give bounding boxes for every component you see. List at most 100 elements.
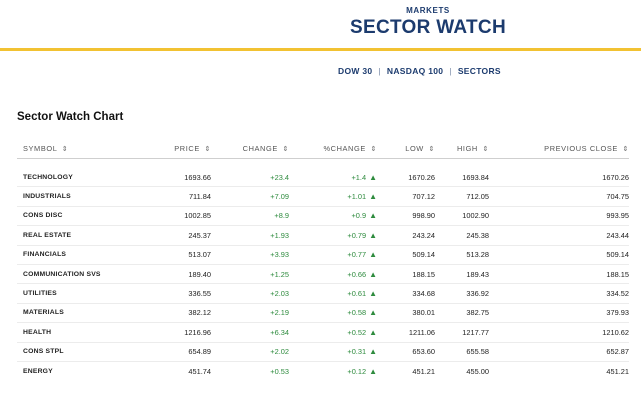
cell-low: 380.01 bbox=[377, 303, 435, 324]
cell-pct-change: +0.52 ▲ bbox=[289, 322, 377, 343]
cell-price: 451.74 bbox=[188, 366, 211, 376]
nav-link-nasdaq100[interactable]: NASDAQ 100 bbox=[386, 66, 444, 76]
cell-symbol[interactable]: CONS DISC bbox=[17, 206, 157, 227]
sort-icon: ⇕ bbox=[282, 145, 289, 153]
cell-high: 1002.90 bbox=[435, 206, 489, 227]
cell-change: +23.4 bbox=[211, 168, 289, 188]
cell-change: +1.25 bbox=[211, 264, 289, 285]
up-arrow-icon: ▲ bbox=[369, 327, 377, 337]
cell-pct-change: +0.66 ▲ bbox=[289, 264, 377, 285]
cell-symbol[interactable]: TECHNOLOGY bbox=[17, 168, 157, 188]
cell-pct-change: +0.12 ▲ bbox=[289, 361, 377, 380]
nav-link-sectors[interactable]: SECTORS bbox=[457, 66, 501, 76]
pct-change-value: +0.79 bbox=[347, 230, 367, 240]
cell-high: 189.43 bbox=[435, 264, 489, 285]
cell-symbol[interactable]: UTILITIES bbox=[17, 283, 157, 304]
cell-low: 188.15 bbox=[377, 264, 435, 285]
table-body: TECHNOLOGY 1693.66 +23.4 +1.4 ▲ 1670.26 1693.8… bbox=[17, 168, 629, 380]
pct-change-value: +0.31 bbox=[347, 347, 367, 357]
pct-change-value: +0.66 bbox=[347, 269, 367, 279]
cell-previous-close: 188.15 bbox=[489, 264, 629, 285]
cell-pct-change: +0.79 ▲ bbox=[289, 225, 377, 246]
cell-symbol[interactable]: REAL ESTATE bbox=[17, 225, 157, 246]
header-spacer bbox=[17, 159, 629, 169]
cell-price: 1216.96 bbox=[157, 322, 211, 343]
pct-change-value: +1.01 bbox=[347, 192, 367, 202]
cell-pct-change: +1.01 ▲ bbox=[289, 186, 377, 207]
column-header-high[interactable]: HIGH ⇕ bbox=[435, 138, 489, 159]
cell-price: 513.07 bbox=[157, 245, 211, 265]
cell-low: 707.12 bbox=[377, 186, 435, 207]
cell-symbol[interactable]: HEALTH bbox=[17, 322, 157, 343]
cell-previous-close: 1670.26 bbox=[489, 168, 629, 188]
nav-separator: | bbox=[449, 66, 452, 76]
header-kicker: MARKETS bbox=[406, 6, 450, 15]
cell-previous-close: 652.87 bbox=[489, 342, 629, 362]
cell-change: +7.09 bbox=[211, 186, 289, 207]
cell-symbol[interactable]: INDUSTRIALS bbox=[17, 186, 157, 207]
cell-high: 1217.77 bbox=[435, 322, 489, 343]
column-header-price[interactable]: PRICE ⇕ bbox=[157, 138, 211, 159]
table-row[interactable]: CONS DISC 1002.85 +8.9 +0.9 ▲ 998.90 1002.90 99… bbox=[17, 206, 629, 227]
nav-separator: | bbox=[378, 66, 381, 76]
cell-price: 189.40 bbox=[157, 264, 211, 285]
cell-high: 382.75 bbox=[435, 303, 489, 324]
table-row[interactable]: TECHNOLOGY 1693.66 +23.4 +1.4 ▲ 1670.26 1693.8… bbox=[17, 168, 629, 188]
table-row[interactable]: UTILITIES 336.55 +2.03 +0.61 ▲ 334.68 336.92 33… bbox=[17, 283, 629, 304]
cell-high: 1693.84 bbox=[435, 168, 489, 188]
cell-symbol[interactable]: COMMUNICATION SVS bbox=[17, 264, 157, 285]
cell-previous-close: 1210.62 bbox=[489, 322, 629, 343]
cell-price: 654.89 bbox=[157, 342, 211, 362]
pct-change-value: +0.61 bbox=[347, 289, 367, 299]
nav-link-dow30[interactable]: DOW 30 bbox=[338, 66, 373, 76]
table-row[interactable]: INDUSTRIALS 711.84 +7.09 +1.01 ▲ 707.12 712.05… bbox=[17, 186, 629, 207]
cell-high: 245.38 bbox=[435, 225, 489, 246]
cell-high: 455.00 bbox=[466, 366, 489, 376]
table-header-row: SYMBOL ⇕ PRICE ⇕ CHANGE ⇕ %CHANGE ⇕ LOW … bbox=[17, 138, 629, 159]
pct-change-value: +0.9 bbox=[351, 211, 367, 221]
cell-previous-close: 334.52 bbox=[489, 283, 629, 304]
cell-change: +3.93 bbox=[211, 245, 289, 265]
pct-change-value: +0.52 bbox=[347, 327, 367, 337]
cell-high: 336.92 bbox=[435, 283, 489, 304]
sort-icon: ⇕ bbox=[482, 145, 489, 153]
pct-change-value: +0.77 bbox=[347, 250, 367, 260]
table-row[interactable]: REAL ESTATE 245.37 +1.93 +0.79 ▲ 243.24 245.38… bbox=[17, 225, 629, 246]
table-row[interactable]: COMMUNICATION SVS 189.40 +1.25 +0.66 ▲ 188.15… bbox=[17, 264, 629, 285]
cell-price: 1693.66 bbox=[157, 168, 211, 188]
table-row[interactable]: ENERGY 451.74 +0.53 +0.12 ▲ 451.21 455.00 451.2… bbox=[17, 361, 629, 380]
pct-change-value: +1.4 bbox=[351, 172, 367, 182]
cell-previous-close: 379.93 bbox=[489, 303, 629, 324]
cell-change: +2.02 bbox=[211, 342, 289, 362]
cell-symbol[interactable]: FINANCIALS bbox=[17, 245, 157, 265]
cell-price: 382.12 bbox=[157, 303, 211, 324]
cell-symbol[interactable]: ENERGY bbox=[23, 367, 53, 375]
cell-previous-close: 243.44 bbox=[489, 225, 629, 246]
cell-low: 509.14 bbox=[377, 245, 435, 265]
column-header-previous-close[interactable]: PREVIOUS CLOSE ⇕ bbox=[489, 138, 629, 159]
column-header-symbol[interactable]: SYMBOL ⇕ bbox=[17, 138, 157, 159]
cell-previous-close: 993.95 bbox=[489, 206, 629, 227]
column-header-low[interactable]: LOW ⇕ bbox=[377, 138, 435, 159]
up-arrow-icon: ▲ bbox=[369, 230, 377, 240]
cell-price: 336.55 bbox=[157, 283, 211, 304]
cell-low: 653.60 bbox=[377, 342, 435, 362]
table-row[interactable]: CONS STPL 654.89 +2.02 +0.31 ▲ 653.60 655.58 65… bbox=[17, 342, 629, 362]
page-title: SECTOR WATCH bbox=[350, 17, 506, 38]
sort-icon: ⇕ bbox=[428, 145, 435, 153]
cell-symbol[interactable]: MATERIALS bbox=[17, 303, 157, 324]
cell-symbol[interactable]: CONS STPL bbox=[17, 342, 157, 362]
cell-pct-change: +0.9 ▲ bbox=[289, 206, 377, 227]
cell-pct-change: +0.61 ▲ bbox=[289, 283, 377, 304]
column-header-pct-change[interactable]: %CHANGE ⇕ bbox=[289, 138, 377, 159]
cell-change: +0.53 bbox=[270, 366, 289, 376]
table-row[interactable]: MATERIALS 382.12 +2.19 +0.58 ▲ 380.01 382.75 37… bbox=[17, 303, 629, 324]
table-row[interactable]: FINANCIALS 513.07 +3.93 +0.77 ▲ 509.14 513.28 5… bbox=[17, 245, 629, 265]
cell-low: 998.90 bbox=[377, 206, 435, 227]
cell-price: 245.37 bbox=[157, 225, 211, 246]
column-header-change[interactable]: CHANGE ⇕ bbox=[211, 138, 289, 159]
up-arrow-icon: ▲ bbox=[369, 366, 377, 376]
up-arrow-icon: ▲ bbox=[369, 172, 377, 182]
cell-low: 334.68 bbox=[377, 283, 435, 304]
table-row[interactable]: HEALTH 1216.96 +6.34 +0.52 ▲ 1211.06 1217.77 12… bbox=[17, 322, 629, 343]
